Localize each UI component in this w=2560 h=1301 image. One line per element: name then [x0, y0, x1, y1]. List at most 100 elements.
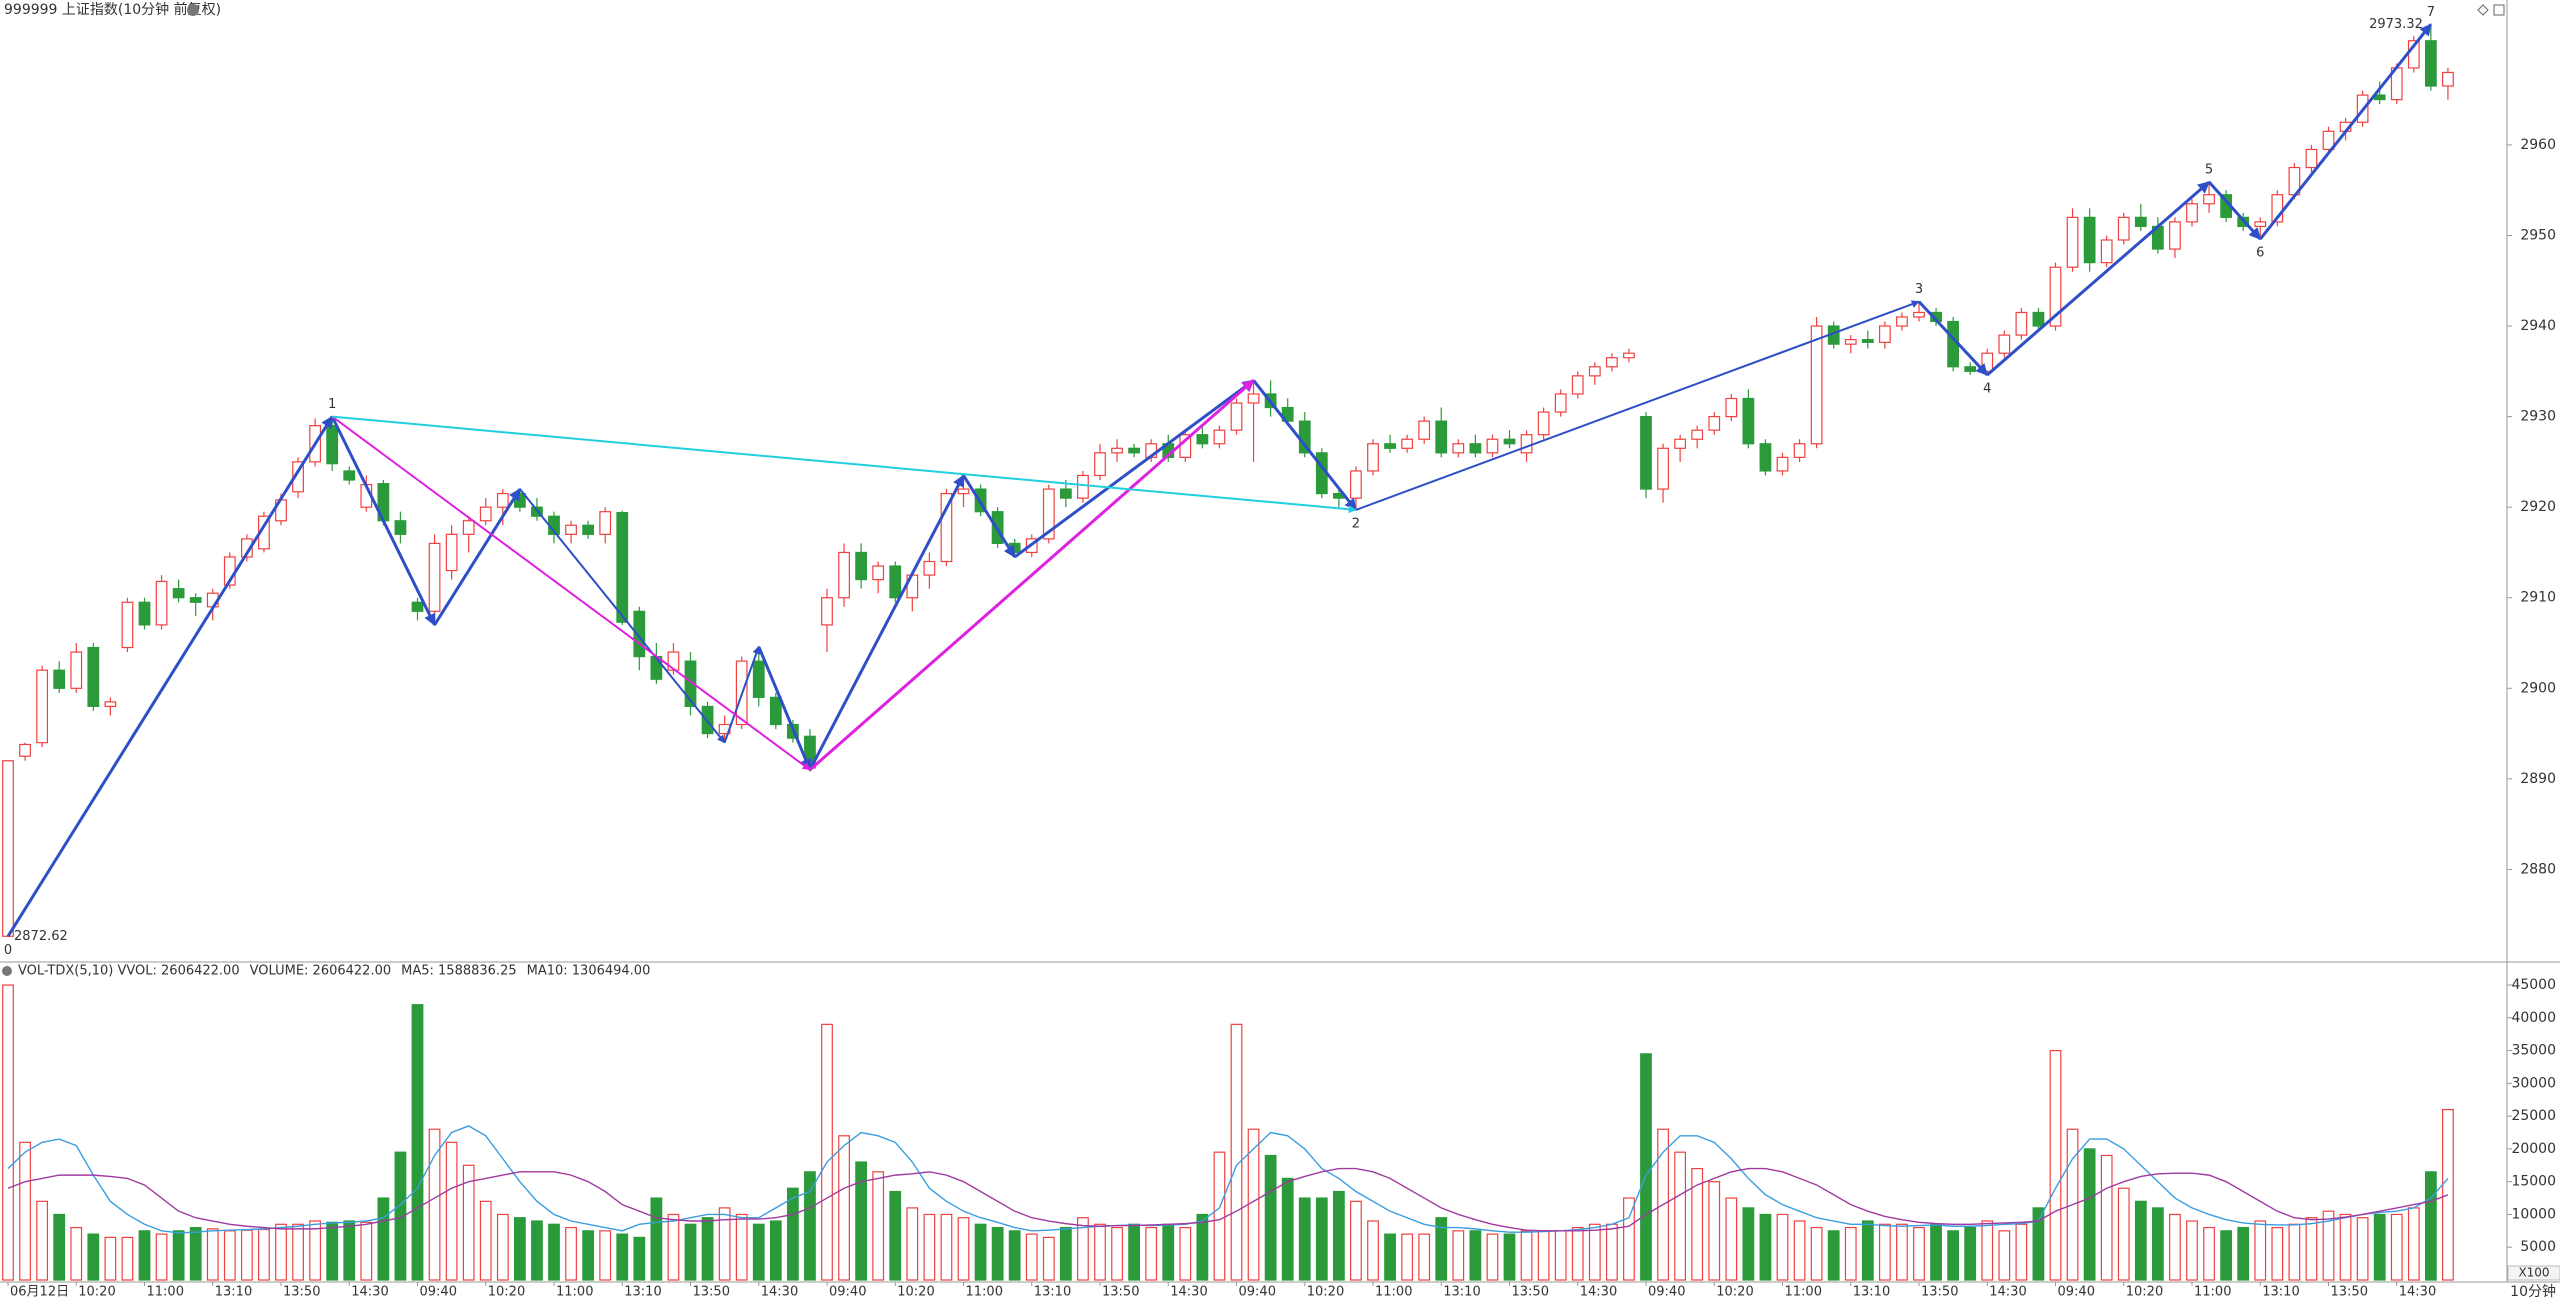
x-tick-label: 09:40 — [1239, 1285, 1276, 1300]
candle-body — [2117, 216, 2130, 241]
volume-bar — [1350, 1200, 1362, 1281]
wave-label: 2973.32 — [2369, 17, 2423, 32]
candle-body — [872, 565, 885, 581]
period-label: 10分钟 — [2510, 1283, 2556, 1300]
y-tick-label: 2950 — [2520, 227, 2556, 243]
wave-label: 1 — [328, 397, 336, 412]
candle-body — [1401, 438, 1414, 449]
volume-bar — [1725, 1197, 1738, 1281]
x-tick-label: 10:20 — [2126, 1285, 2163, 1300]
candle-body — [1981, 352, 1994, 372]
volume-bar — [2203, 1226, 2215, 1281]
wave-line — [2259, 23, 2433, 241]
volume-bar — [957, 1217, 970, 1281]
wave-label: 3 — [1915, 282, 1923, 297]
candle-body — [462, 520, 475, 535]
candle-body — [2322, 130, 2335, 151]
volume-bar — [513, 1217, 526, 1281]
y-tick-label: 15000 — [2511, 1174, 2556, 1190]
diamond-icon[interactable] — [2477, 4, 2489, 16]
y-tick-label: 2900 — [2520, 680, 2556, 696]
candle-body — [821, 597, 833, 626]
candle-body — [1486, 438, 1499, 454]
candle-body — [1571, 375, 1584, 395]
volume-bar — [1128, 1223, 1141, 1281]
volume-bar — [1486, 1233, 1499, 1281]
window-icon[interactable] — [2493, 4, 2505, 16]
volume-bar — [1452, 1230, 1465, 1281]
candle-body — [479, 506, 492, 522]
x-tick-label: 10:20 — [1307, 1285, 1344, 1300]
candle-body — [19, 743, 31, 757]
volume-bar — [53, 1213, 66, 1281]
candle-body — [53, 669, 66, 689]
volume-bar — [172, 1230, 185, 1281]
volume-bar — [2049, 1049, 2062, 1281]
x-tick-label: 13:10 — [2262, 1285, 2299, 1300]
legend-entry: MA10: 1306494.00 — [527, 964, 651, 979]
candle-body — [1657, 447, 1669, 490]
candle-body — [121, 601, 134, 649]
x-tick-label: 13:10 — [215, 1285, 252, 1300]
ma-line — [7, 1167, 2449, 1232]
volume-bar — [496, 1213, 509, 1281]
volume-bar — [411, 1004, 424, 1281]
candle-body — [2203, 194, 2215, 205]
legend-entry: VOL-TDX(5,10) VVOL: 2606422.00 — [18, 964, 240, 979]
volume-bar — [70, 1226, 83, 1281]
volume-bar — [121, 1236, 134, 1281]
candle-body — [1844, 339, 1857, 345]
volume-bar — [2254, 1220, 2267, 1281]
volume-bar — [2271, 1226, 2284, 1281]
volume-bar — [650, 1197, 663, 1281]
candle-body — [1350, 470, 1362, 499]
volume-bar — [838, 1135, 850, 1281]
volume-bar — [2134, 1200, 2147, 1281]
wave-label: 2 — [1352, 516, 1360, 531]
volume-bar — [1179, 1226, 1192, 1281]
candle-body — [940, 492, 953, 563]
candle-body — [684, 660, 697, 708]
candle-body — [957, 488, 970, 495]
x-tick-label: 10:20 — [488, 1285, 525, 1300]
volume-bar — [2117, 1187, 2130, 1281]
candle-body — [565, 524, 577, 535]
candle-body — [769, 696, 782, 726]
volume-bar — [1861, 1220, 1874, 1281]
candle-body — [1452, 443, 1465, 454]
wave-line — [330, 415, 436, 626]
title-menu-icon[interactable] — [187, 4, 199, 16]
volume-bar — [377, 1197, 390, 1281]
candle-body — [1742, 397, 1755, 445]
candle-body — [343, 470, 356, 481]
candle-body — [2100, 239, 2113, 264]
candle-body — [1435, 420, 1448, 454]
wave-line — [962, 474, 1016, 558]
candle-body — [138, 601, 151, 626]
wave-label: 4 — [1983, 381, 1991, 396]
volume-bar — [1145, 1226, 1158, 1281]
volume-bar — [2186, 1220, 2198, 1281]
y-tick-label: 2890 — [2520, 771, 2556, 787]
volume-bar — [1742, 1207, 1755, 1281]
volume-bar — [2100, 1154, 2113, 1281]
volume-bar — [2373, 1213, 2386, 1281]
candle-body — [2066, 216, 2079, 268]
volume-menu-icon[interactable] — [2, 966, 12, 976]
wave-line — [808, 379, 1255, 771]
candle-body — [326, 425, 339, 465]
candle-body — [889, 565, 902, 599]
x-tick-label: 09:40 — [1648, 1285, 1685, 1300]
wave-label: 6 — [2256, 246, 2264, 261]
candle-body — [1042, 488, 1055, 540]
candle-body — [582, 524, 595, 535]
volume-bar — [718, 1207, 731, 1281]
volume-bar — [428, 1128, 441, 1281]
wave-line — [757, 646, 812, 771]
volume-bar — [1315, 1197, 1328, 1281]
volume-bar — [684, 1223, 697, 1281]
volume-bar — [2339, 1213, 2352, 1281]
candle-body — [87, 646, 100, 708]
candle-body — [1896, 316, 1908, 327]
volume-bar — [2424, 1171, 2437, 1281]
